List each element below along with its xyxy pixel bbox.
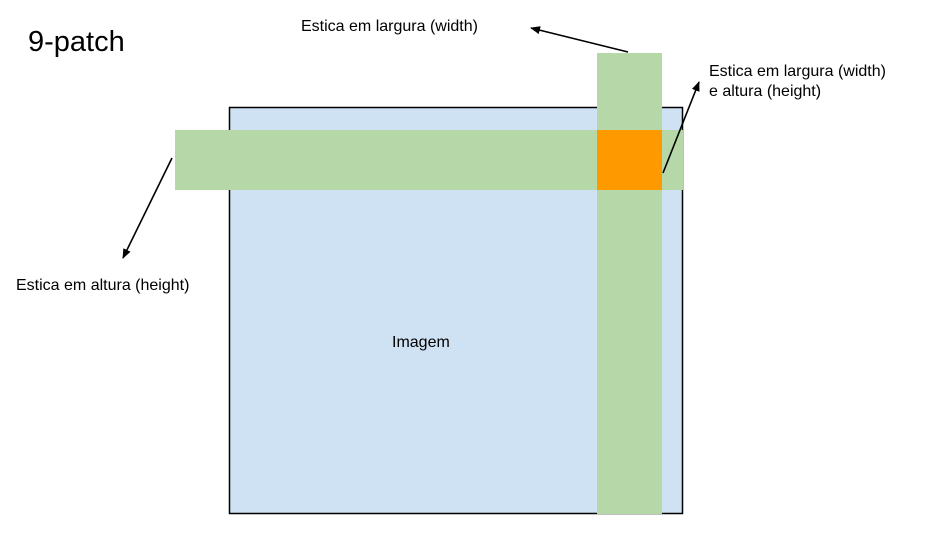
- label-stretch-both-line1: Estica em largura (width): [709, 63, 886, 80]
- arrow-width: [530, 26, 629, 53]
- label-stretch-both-line2: e altura (height): [709, 83, 821, 100]
- image-label: Imagem: [392, 334, 450, 351]
- arrow-height: [122, 157, 173, 259]
- diagram-title: 9-patch: [28, 26, 125, 58]
- overlap-region: [597, 130, 662, 190]
- vertical-stretch-band: [597, 53, 662, 514]
- arrow-width-height: [662, 81, 700, 174]
- label-stretch-height: Estica em altura (height): [16, 277, 189, 294]
- label-stretch-width: Estica em largura (width): [301, 18, 478, 35]
